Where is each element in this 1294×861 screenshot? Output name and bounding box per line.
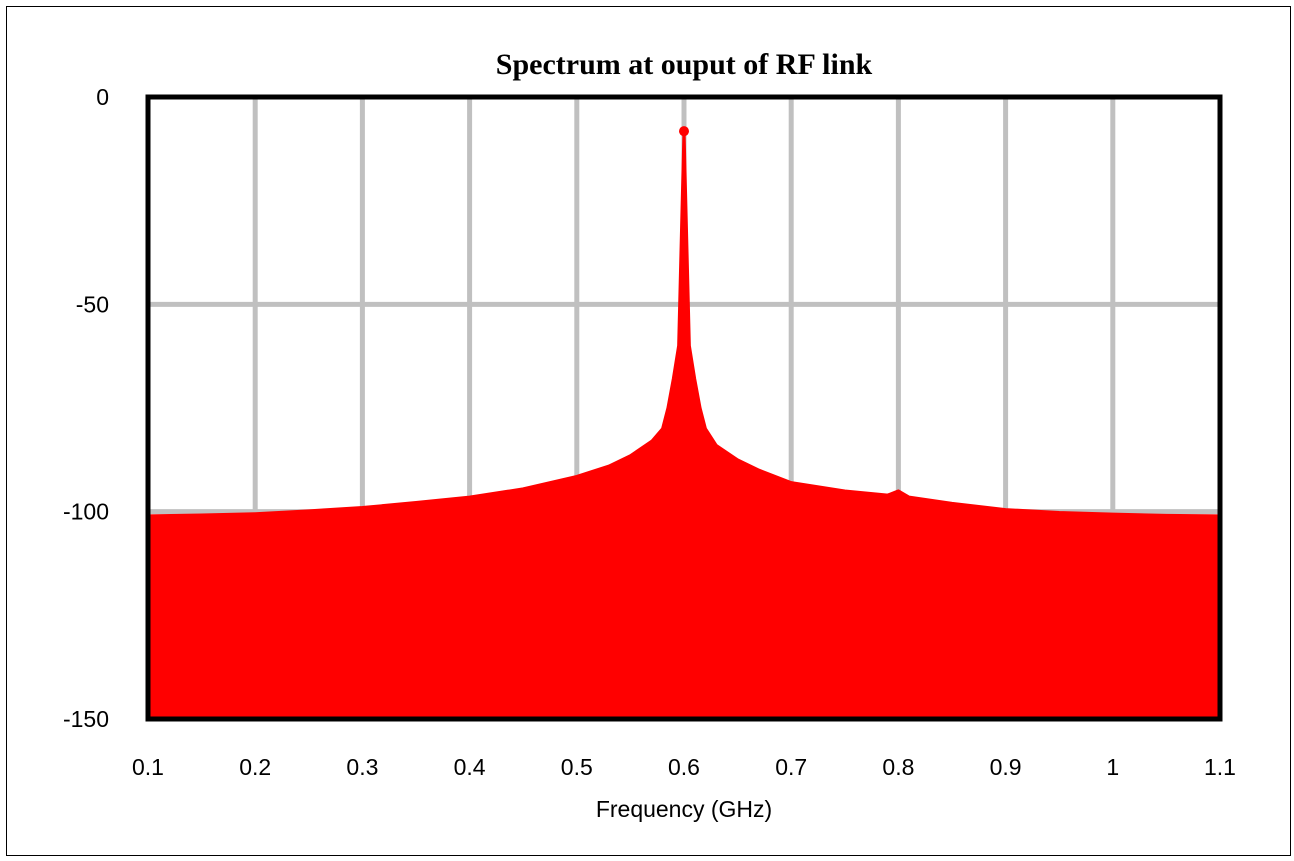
- x-tick-label: 0.9: [990, 754, 1022, 780]
- spectrum-chart: 0 -50 -100 -150 0.1 0.2 0.3 0.4 0.5 0.6 0.7 0.8 0.9…: [63, 48, 1236, 822]
- carrier-peak: [679, 126, 689, 137]
- x-axis-title: Frequency (GHz): [596, 796, 772, 822]
- x-tick-label: 0.8: [882, 754, 914, 780]
- x-tick-label: 0.4: [454, 754, 486, 780]
- chart-frame: 0 -50 -100 -150 0.1 0.2 0.3 0.4 0.5 0.6 0.7 0.8 0.9…: [6, 6, 1291, 856]
- x-tick-label: 1.1: [1204, 754, 1236, 780]
- x-tick-label: 0.3: [346, 754, 378, 780]
- spectrum-area: [146, 128, 1222, 721]
- y-tick-label: -50: [76, 291, 109, 317]
- plot-area: [146, 126, 1222, 721]
- y-tick-label: 0: [96, 84, 109, 110]
- x-tick-label: 0.5: [561, 754, 593, 780]
- x-tick-labels: 0.1 0.2 0.3 0.4 0.5 0.6 0.7 0.8 0.9 1 1.1: [132, 754, 1236, 780]
- x-tick-label: 0.7: [775, 754, 807, 780]
- y-tick-labels: 0 -50 -100 -150: [63, 84, 109, 732]
- y-tick-label: -150: [63, 706, 109, 732]
- x-tick-label: 0.1: [132, 754, 164, 780]
- y-tick-label: -100: [63, 499, 109, 525]
- x-tick-label: 0.2: [239, 754, 271, 780]
- x-tick-label: 0.6: [668, 754, 700, 780]
- plot-border: [145, 94, 1223, 722]
- chart-title: Spectrum at ouput of RF link: [496, 48, 873, 81]
- x-tick-label: 1: [1106, 754, 1119, 780]
